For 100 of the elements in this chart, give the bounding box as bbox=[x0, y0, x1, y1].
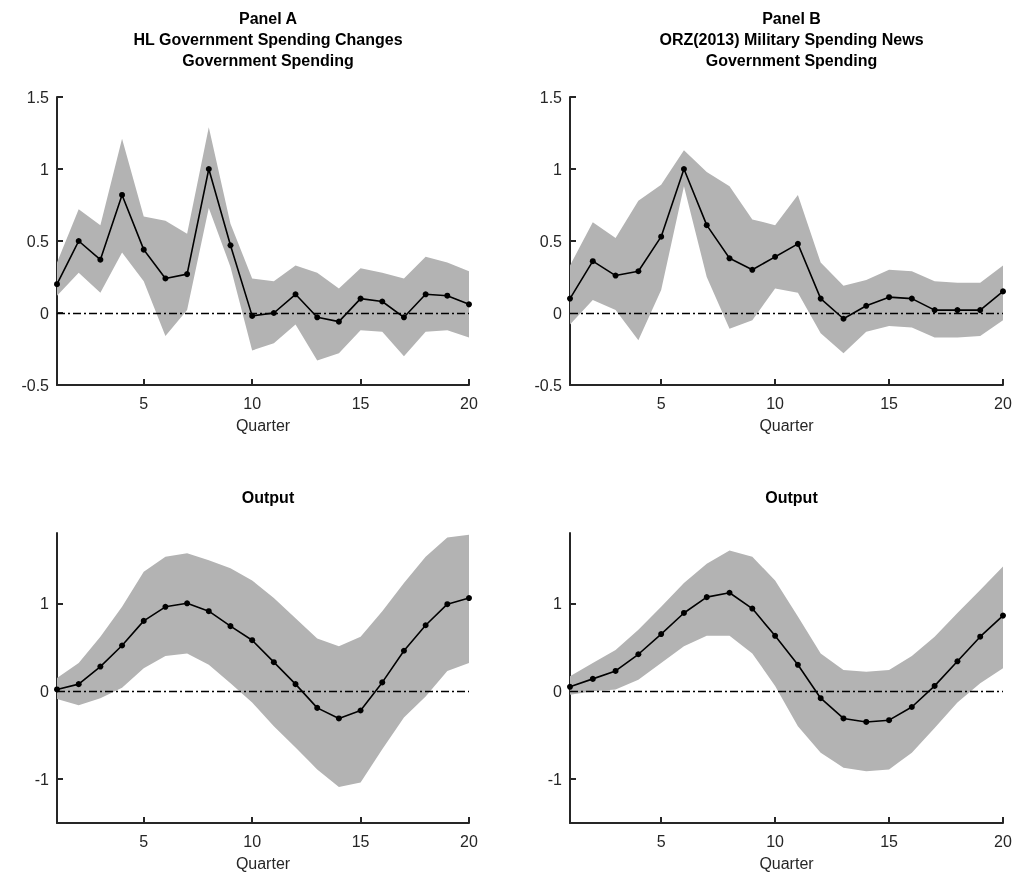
x-axis-title: Quarter bbox=[235, 416, 291, 434]
point bbox=[97, 256, 104, 263]
x-tick-label: 5 bbox=[139, 394, 149, 412]
point bbox=[162, 275, 169, 282]
y-tick-label: -1 bbox=[34, 770, 50, 788]
point bbox=[635, 268, 642, 275]
x-tick-label: 10 bbox=[766, 832, 785, 850]
y-tick-label: 0.5 bbox=[26, 232, 50, 250]
point bbox=[379, 679, 386, 686]
point bbox=[270, 659, 277, 666]
point bbox=[1000, 612, 1006, 619]
point bbox=[931, 682, 938, 689]
point bbox=[205, 166, 212, 172]
x-tick-label: 20 bbox=[994, 832, 1012, 850]
point bbox=[680, 609, 687, 616]
point bbox=[863, 302, 870, 309]
point bbox=[75, 681, 82, 688]
point bbox=[658, 233, 665, 240]
point bbox=[658, 631, 665, 638]
point bbox=[840, 315, 847, 322]
x-tick-label: 5 bbox=[656, 394, 666, 412]
point bbox=[817, 295, 824, 302]
chart-title: Panel B ORZ(2013) Military Spending News Government Spending bbox=[659, 10, 924, 69]
y-tick-label: 0 bbox=[553, 304, 563, 322]
point bbox=[54, 686, 60, 693]
point bbox=[886, 717, 893, 724]
y-tick-label: 0.5 bbox=[539, 232, 563, 250]
point bbox=[567, 295, 573, 302]
point bbox=[422, 622, 429, 629]
point bbox=[357, 707, 364, 714]
chart-title: Panel A HL Government Spending Changes Government Spending bbox=[133, 10, 403, 69]
y-tick-label: -0.5 bbox=[534, 376, 563, 394]
point bbox=[227, 623, 234, 630]
point bbox=[314, 314, 321, 321]
y-tick-label: 0 bbox=[40, 304, 50, 322]
y-tick-label: 0 bbox=[553, 682, 563, 700]
point bbox=[140, 246, 147, 253]
point bbox=[335, 318, 342, 325]
x-tick-label: 5 bbox=[139, 832, 149, 850]
point bbox=[184, 271, 191, 278]
x-tick-label: 20 bbox=[460, 394, 478, 412]
x-axis-title: Quarter bbox=[759, 416, 815, 434]
y-tick-label: 1 bbox=[553, 594, 563, 612]
y-tick-label: -1 bbox=[547, 770, 563, 788]
x-tick-label: 10 bbox=[243, 832, 262, 850]
point bbox=[119, 191, 126, 198]
x-tick-label: 15 bbox=[880, 394, 899, 412]
point bbox=[184, 600, 191, 607]
point bbox=[140, 617, 147, 624]
point bbox=[205, 608, 212, 615]
point bbox=[444, 292, 451, 299]
y-tick-label: 1 bbox=[40, 594, 50, 612]
x-tick-label: 20 bbox=[994, 394, 1012, 412]
x-tick-label: 20 bbox=[460, 832, 478, 850]
point bbox=[954, 658, 961, 665]
y-tick-label: 1.5 bbox=[26, 88, 50, 106]
x-tick-label: 15 bbox=[351, 394, 370, 412]
point bbox=[772, 632, 779, 639]
point bbox=[249, 312, 256, 319]
point bbox=[119, 642, 126, 649]
point bbox=[162, 603, 169, 610]
point bbox=[589, 258, 596, 265]
point bbox=[292, 681, 299, 688]
point bbox=[977, 633, 984, 640]
y-tick-label: 0 bbox=[40, 682, 50, 700]
point bbox=[249, 637, 256, 644]
y-tick-label: 1.5 bbox=[539, 88, 563, 106]
point bbox=[400, 314, 407, 321]
point bbox=[97, 663, 104, 670]
y-tick-label: 1 bbox=[553, 160, 563, 178]
point bbox=[726, 255, 733, 262]
point bbox=[931, 307, 938, 314]
x-tick-label: 10 bbox=[766, 394, 785, 412]
point bbox=[817, 695, 824, 702]
point bbox=[794, 661, 801, 668]
point bbox=[444, 601, 451, 608]
point bbox=[1000, 288, 1006, 295]
point bbox=[794, 240, 801, 247]
point bbox=[466, 301, 472, 308]
point bbox=[54, 281, 60, 288]
x-tick-label: 15 bbox=[880, 832, 899, 850]
point bbox=[422, 291, 429, 298]
chart-title: Output bbox=[241, 489, 295, 506]
point bbox=[977, 307, 984, 314]
point bbox=[314, 704, 321, 711]
point bbox=[908, 295, 915, 302]
x-tick-label: 15 bbox=[351, 832, 370, 850]
y-tick-label: -0.5 bbox=[21, 376, 50, 394]
x-tick-label: 5 bbox=[656, 832, 666, 850]
point bbox=[567, 683, 573, 690]
point bbox=[726, 589, 733, 596]
point bbox=[749, 605, 756, 612]
point bbox=[466, 595, 472, 602]
point bbox=[703, 222, 710, 229]
y-tick-label: 1 bbox=[40, 160, 50, 178]
point bbox=[635, 651, 642, 658]
point bbox=[400, 647, 407, 654]
point bbox=[292, 291, 299, 298]
chart-title: Output bbox=[765, 489, 819, 506]
point bbox=[335, 715, 342, 722]
